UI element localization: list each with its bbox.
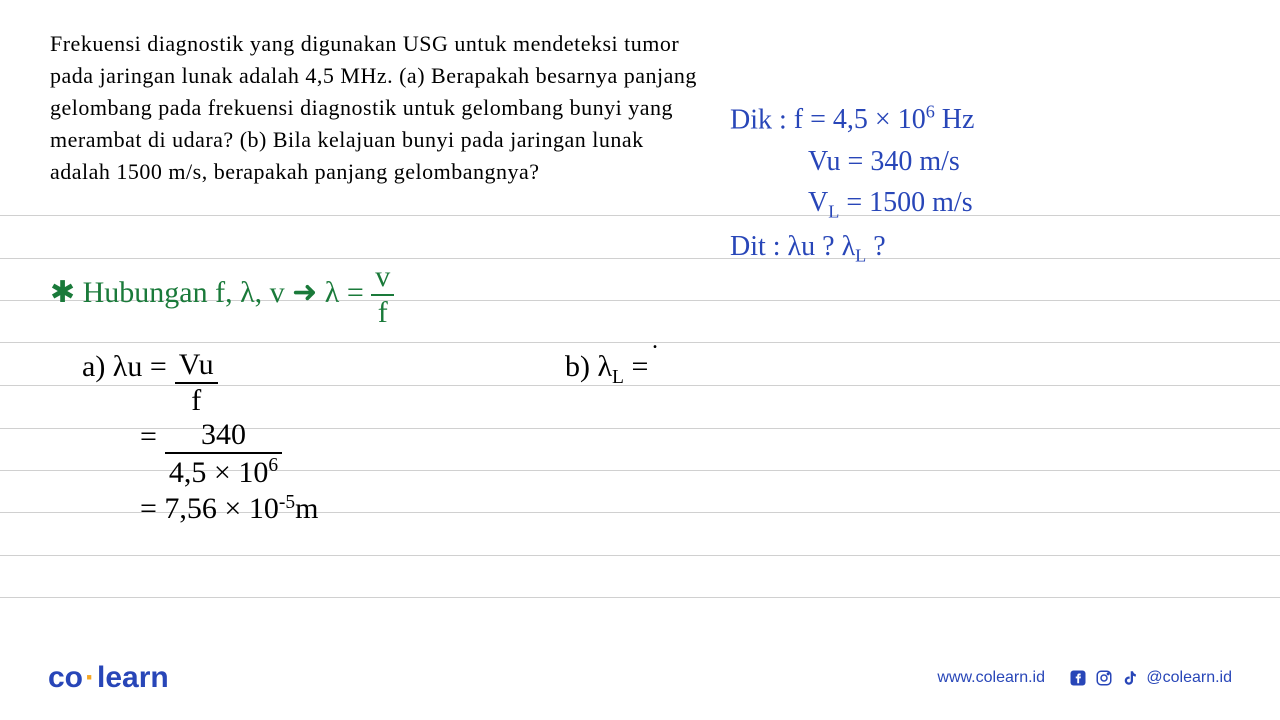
social-links: @colearn.id <box>1068 668 1232 688</box>
solution-part-b: b) λL = <box>565 350 648 389</box>
dik-label: Dik : <box>730 104 787 135</box>
instagram-icon <box>1094 668 1114 688</box>
website-url: www.colearn.id <box>937 669 1045 687</box>
formula-relation: ✱ Hubungan f, λ, v ➜ λ = v f <box>50 262 394 328</box>
facebook-icon <box>1068 668 1088 688</box>
velocity-tissue: VL = 1500 m/s <box>730 183 974 225</box>
dit-asked: Dit : λu ? λL ? <box>730 227 974 269</box>
given-values: Dik : f = 4,5 × 106 Hz Vu = 340 m/s VL =… <box>730 100 974 271</box>
frequency-value: f = 4,5 × 106 Hz <box>794 104 975 135</box>
part-a-result: = 7,56 × 10-5 m <box>82 492 318 527</box>
stray-dot: . <box>652 328 658 355</box>
part-a-label: a) λu = <box>82 350 167 385</box>
footer: co·learn www.colearn.id @colearn.id <box>0 658 1280 698</box>
solution-part-a: a) λu = Vu f = 340 4,5 × 106 = 7,56 × 10… <box>82 350 318 531</box>
part-a-frac1: Vu f <box>175 350 218 416</box>
problem-statement: Frekuensi diagnostik yang digunakan USG … <box>50 28 710 187</box>
part-a-frac2: 340 4,5 × 106 <box>165 420 282 488</box>
velocity-air: Vu = 340 m/s <box>730 142 974 181</box>
social-handle: @colearn.id <box>1146 669 1232 687</box>
tiktok-icon <box>1120 668 1140 688</box>
brand-logo: co·learn <box>48 661 169 695</box>
formula-fraction: v f <box>371 262 394 328</box>
formula-prefix: ✱ Hubungan f, λ, v ➜ λ = <box>50 276 371 309</box>
